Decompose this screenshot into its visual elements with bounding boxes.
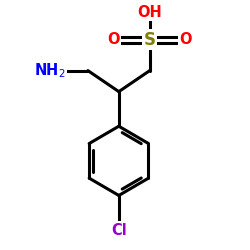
- Text: Cl: Cl: [111, 222, 127, 238]
- Text: NH$_2$: NH$_2$: [34, 61, 66, 80]
- Text: OH: OH: [137, 5, 162, 20]
- Text: S: S: [144, 31, 156, 49]
- Text: O: O: [179, 32, 192, 47]
- Text: O: O: [108, 32, 120, 47]
